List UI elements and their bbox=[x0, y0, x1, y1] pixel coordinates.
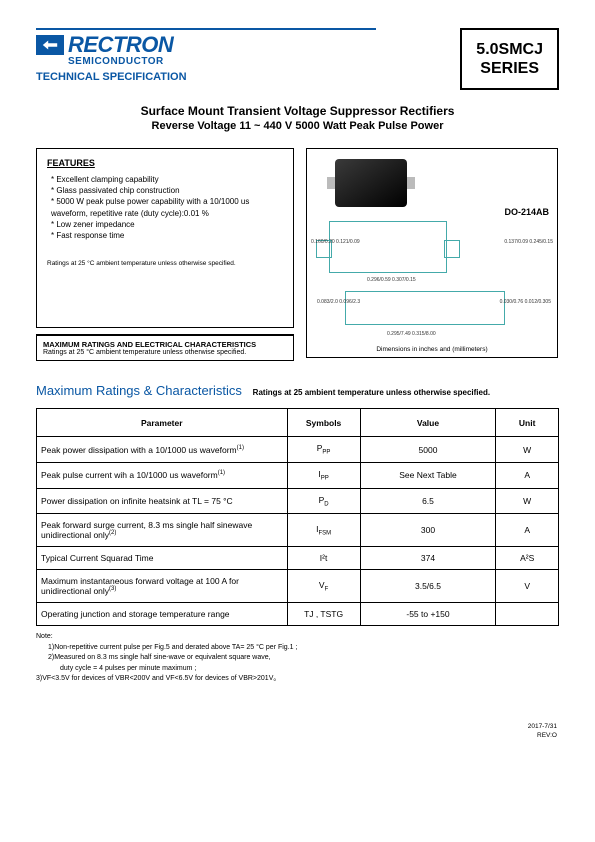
package-chip-icon bbox=[335, 159, 407, 207]
brand-name: RECTRON bbox=[68, 32, 173, 58]
ratings-note: Ratings at 25 °C ambient temperature unl… bbox=[47, 259, 283, 268]
col-symbols: Symbols bbox=[287, 409, 360, 437]
max-ratings-box: MAXIMUM RATINGS AND ELECTRICAL CHARACTER… bbox=[36, 334, 294, 361]
note-3: 3)VF<3.5V for devices of VBR<200V and VF… bbox=[36, 674, 559, 685]
cell-unit: W bbox=[496, 488, 559, 514]
features-list: Excellent clamping capability Glass pass… bbox=[47, 174, 283, 241]
dim-text: 0.160/0.20 0.121/0.09 bbox=[311, 239, 360, 245]
package-outline-top bbox=[329, 221, 447, 273]
series-line1: 5.0SMCJ bbox=[476, 40, 543, 59]
col-value: Value bbox=[360, 409, 496, 437]
feature-item: Glass passivated chip construction bbox=[51, 185, 283, 196]
cell-value: 5000 bbox=[360, 437, 496, 463]
package-drawing: DO-214AB 0.160/0.20 0.121/0.09 0.137/0.0… bbox=[306, 148, 558, 358]
cell-unit: A²S bbox=[496, 547, 559, 570]
max-ratings-sub: Ratings at 25 °C ambient temperature unl… bbox=[43, 349, 287, 356]
table-row: Peak pulse current wih a 10/1000 us wave… bbox=[37, 463, 559, 489]
cell-unit: A bbox=[496, 463, 559, 489]
header: RECTRON SEMICONDUCTOR TECHNICAL SPECIFIC… bbox=[36, 28, 559, 90]
table-row: Maximum instantaneous forward voltage at… bbox=[37, 570, 559, 603]
package-dim-note: Dimensions in inches and (millimeters) bbox=[307, 346, 557, 353]
cell-parameter: Peak forward surge current, 8.3 ms singl… bbox=[37, 514, 288, 547]
cell-parameter: Operating junction and storage temperatu… bbox=[37, 603, 288, 626]
col-parameter: Parameter bbox=[37, 409, 288, 437]
features-column: FEATURES Excellent clamping capability G… bbox=[36, 148, 294, 361]
col-unit: Unit bbox=[496, 409, 559, 437]
cell-symbol: PD bbox=[287, 488, 360, 514]
cell-symbol: I²t bbox=[287, 547, 360, 570]
footer-date: 2017-7/31 bbox=[528, 723, 557, 731]
logo-icon bbox=[36, 35, 64, 55]
dim-text: 0.296/0.59 0.307/0.15 bbox=[367, 277, 416, 283]
cell-value: See Next Table bbox=[360, 463, 496, 489]
cell-value: 3.5/6.5 bbox=[360, 570, 496, 603]
note-2: 2)Measured on 8.3 ms single half sine-wa… bbox=[36, 653, 559, 664]
note-2b: duty cycle = 4 pulses per minute maximum… bbox=[36, 664, 559, 675]
dim-text: 0.137/0.09 0.245/0.15 bbox=[504, 239, 553, 245]
footer-rev: REV:O bbox=[528, 732, 557, 740]
cell-parameter: Typical Current Squarad Time bbox=[37, 547, 288, 570]
cell-parameter: Peak power dissipation with a 10/1000 us… bbox=[37, 437, 288, 463]
feature-item: Low zener impedance bbox=[51, 219, 283, 230]
ratings-section-header: Maximum Ratings & Characteristics Rating… bbox=[36, 383, 559, 398]
cell-symbol: TJ , TSTG bbox=[287, 603, 360, 626]
feature-item: Excellent clamping capability bbox=[51, 174, 283, 185]
doc-subtitle: Reverse Voltage 11 ~ 440 V 5000 Watt Pea… bbox=[36, 120, 559, 132]
dim-text: 0.295/7.49 0.315/8.00 bbox=[387, 331, 436, 337]
logo-block: RECTRON SEMICONDUCTOR TECHNICAL SPECIFIC… bbox=[36, 28, 376, 83]
table-row: Peak power dissipation with a 10/1000 us… bbox=[37, 437, 559, 463]
feature-item: 5000 W peak pulse power capability with … bbox=[51, 196, 283, 218]
notes-heading: Note: bbox=[36, 632, 559, 643]
header-rule bbox=[36, 28, 376, 30]
tech-spec-label: TECHNICAL SPECIFICATION bbox=[36, 71, 376, 83]
notes-block: Note: 1)Non-repetitive current pulse per… bbox=[36, 632, 559, 685]
doc-title: Surface Mount Transient Voltage Suppress… bbox=[36, 104, 559, 118]
cell-symbol: IFSM bbox=[287, 514, 360, 547]
cell-unit bbox=[496, 603, 559, 626]
cell-value: -55 to +150 bbox=[360, 603, 496, 626]
brand-sub: SEMICONDUCTOR bbox=[68, 56, 376, 67]
package-label: DO-214AB bbox=[504, 207, 549, 217]
table-row: Operating junction and storage temperatu… bbox=[37, 603, 559, 626]
features-box: FEATURES Excellent clamping capability G… bbox=[36, 148, 294, 328]
cell-unit: V bbox=[496, 570, 559, 603]
cell-parameter: Power dissipation on infinite heatsink a… bbox=[37, 488, 288, 514]
table-row: Peak forward surge current, 8.3 ms singl… bbox=[37, 514, 559, 547]
note-1: 1)Non-repetitive current pulse per Fig.5… bbox=[36, 643, 559, 654]
series-box: 5.0SMCJ SERIES bbox=[460, 28, 559, 90]
cell-value: 300 bbox=[360, 514, 496, 547]
ratings-title: Maximum Ratings & Characteristics bbox=[36, 383, 242, 398]
feature-item: Fast response time bbox=[51, 230, 283, 241]
ratings-table: Parameter Symbols Value Unit Peak power … bbox=[36, 408, 559, 626]
series-line2: SERIES bbox=[476, 59, 543, 78]
dim-text: 0.030/0.76 0.012/0.305 bbox=[500, 299, 551, 305]
cell-parameter: Peak pulse current wih a 10/1000 us wave… bbox=[37, 463, 288, 489]
cell-symbol: VF bbox=[287, 570, 360, 603]
cell-unit: W bbox=[496, 437, 559, 463]
cell-value: 374 bbox=[360, 547, 496, 570]
cell-parameter: Maximum instantaneous forward voltage at… bbox=[37, 570, 288, 603]
package-outline-side bbox=[345, 291, 505, 325]
features-heading: FEATURES bbox=[47, 157, 283, 170]
logo: RECTRON bbox=[36, 32, 376, 58]
cell-symbol: IPP bbox=[287, 463, 360, 489]
ratings-subtitle: Ratings at 25 ambient temperature unless… bbox=[253, 388, 490, 397]
mid-row: FEATURES Excellent clamping capability G… bbox=[36, 148, 559, 361]
cell-symbol: PPP bbox=[287, 437, 360, 463]
cell-unit: A bbox=[496, 514, 559, 547]
footer-revision: 2017-7/31 REV:O bbox=[528, 723, 557, 740]
table-row: Power dissipation on infinite heatsink a… bbox=[37, 488, 559, 514]
dim-text: 0.083/2.0 0.096/2.3 bbox=[317, 299, 360, 305]
table-header-row: Parameter Symbols Value Unit bbox=[37, 409, 559, 437]
cell-value: 6.5 bbox=[360, 488, 496, 514]
table-row: Typical Current Squarad TimeI²t374A²S bbox=[37, 547, 559, 570]
title-block: Surface Mount Transient Voltage Suppress… bbox=[36, 104, 559, 132]
